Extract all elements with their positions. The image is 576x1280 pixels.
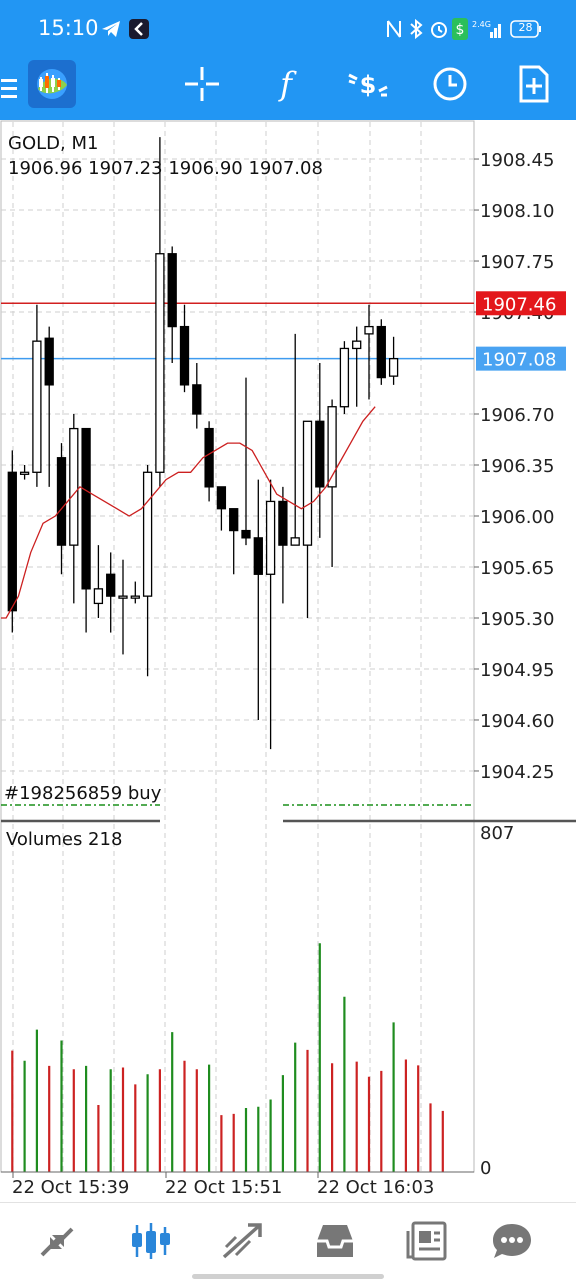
news-icon[interactable] <box>403 1217 451 1265</box>
price-tick-label: 1904.95 <box>480 660 554 681</box>
candle-body <box>81 427 91 590</box>
price-tick-label: 1904.25 <box>480 762 554 783</box>
candle-body <box>155 253 165 473</box>
candle-body <box>93 588 104 605</box>
objects-icon[interactable]: $ <box>344 60 392 108</box>
app-icon <box>128 18 150 40</box>
candle-body <box>364 325 374 335</box>
status-bar: 15:10 $ 2.4G 28 <box>0 0 576 58</box>
chart-area[interactable]: 1908.451908.101907.751907.401906.701906.… <box>0 120 576 1202</box>
price-tick-label: 1906.35 <box>480 456 554 477</box>
timeframe-icon[interactable] <box>426 60 474 108</box>
status-time: 15:10 <box>38 16 99 40</box>
ohlc-values: 1906.96 1907.23 1906.90 1907.08 <box>8 158 323 179</box>
price-tick-label: 1908.10 <box>480 201 554 222</box>
svg-text:2.4G: 2.4G <box>472 20 491 29</box>
price-tick-label: 1906.70 <box>480 405 554 426</box>
candle-body <box>19 471 30 475</box>
candle-body <box>278 500 288 546</box>
bid-price-tag-label: 1907.46 <box>482 294 556 315</box>
chart-icon[interactable] <box>127 1217 175 1265</box>
candle-body <box>376 325 386 379</box>
quotes-icon[interactable] <box>34 1217 82 1265</box>
candle-body <box>32 340 42 473</box>
candle-body <box>229 508 239 532</box>
candle-body <box>130 595 140 599</box>
nfc-icon <box>384 18 404 40</box>
alarm-icon <box>428 18 450 40</box>
candle-body <box>167 253 177 328</box>
candle-body <box>192 384 202 415</box>
candle-body <box>216 486 227 510</box>
svg-text:f: f <box>278 65 297 103</box>
signal-icon: 2.4G <box>472 18 502 40</box>
home-indicator <box>192 1274 384 1279</box>
candle-body <box>290 537 300 546</box>
volume-axis-min: 0 <box>480 1158 491 1179</box>
price-tick-label: 1908.45 <box>480 150 554 171</box>
crosshair-icon[interactable] <box>178 60 226 108</box>
indicators-icon[interactable]: f <box>262 60 310 108</box>
candle-body <box>7 471 17 612</box>
candle-body <box>56 457 67 546</box>
candle-body <box>179 325 190 386</box>
candle-body <box>69 427 79 546</box>
candle-body <box>44 337 54 386</box>
chart-frame <box>0 120 475 1173</box>
volumes-label: Volumes 218 <box>6 829 123 850</box>
candle-body <box>302 420 313 546</box>
time-tick-label: 22 Oct 15:51 <box>165 1177 282 1198</box>
price-tick-label: 1905.65 <box>480 558 554 579</box>
candle-body <box>106 573 116 597</box>
svg-text:$: $ <box>360 71 377 99</box>
symbol-timeframe: GOLD, M1 <box>8 133 99 154</box>
candle-body <box>204 427 214 488</box>
volume-axis-max: 807 <box>480 823 514 844</box>
history-icon[interactable] <box>311 1217 359 1265</box>
metatrader-logo-icon[interactable] <box>26 58 78 110</box>
candle-body <box>339 347 350 408</box>
bid-price-tag <box>476 291 566 316</box>
chat-icon[interactable] <box>488 1217 536 1265</box>
candle-body <box>253 537 263 575</box>
candle-body <box>352 340 362 350</box>
svg-text:$: $ <box>456 22 465 38</box>
toolbar: f $ <box>0 58 576 120</box>
current-price-tag-label: 1907.08 <box>482 350 556 371</box>
current-price-tag <box>476 346 566 371</box>
battery-level: 28 <box>518 21 533 34</box>
candle-body <box>241 529 251 539</box>
bottom-navigation <box>0 1202 576 1280</box>
vpn-icon: $ <box>451 16 469 42</box>
candle-body <box>315 420 325 488</box>
time-tick-label: 22 Oct 16:03 <box>317 1177 434 1198</box>
price-tick-label: 1907.75 <box>480 252 554 273</box>
bluetooth-icon <box>406 18 426 40</box>
price-tick-label: 1904.60 <box>480 711 554 732</box>
new-order-icon[interactable] <box>510 60 558 108</box>
telegram-icon <box>100 18 122 40</box>
moving-average-line <box>1 406 376 619</box>
candle-body <box>388 357 399 377</box>
chart-canvas[interactable]: 1908.451908.101907.751907.401906.701906.… <box>0 120 576 1202</box>
order-label[interactable]: #198256859 buy <box>4 783 162 804</box>
price-tick-label: 1905.30 <box>480 609 554 630</box>
candle-body <box>265 500 276 575</box>
candle-body <box>142 471 153 597</box>
candle-body <box>118 595 128 599</box>
price-tick-label: 1906.00 <box>480 507 554 528</box>
trade-icon[interactable] <box>218 1217 266 1265</box>
candle-body <box>327 406 337 488</box>
time-tick-label: 22 Oct 15:39 <box>12 1177 129 1198</box>
menu-icon[interactable] <box>0 64 20 114</box>
battery-icon <box>510 19 542 39</box>
